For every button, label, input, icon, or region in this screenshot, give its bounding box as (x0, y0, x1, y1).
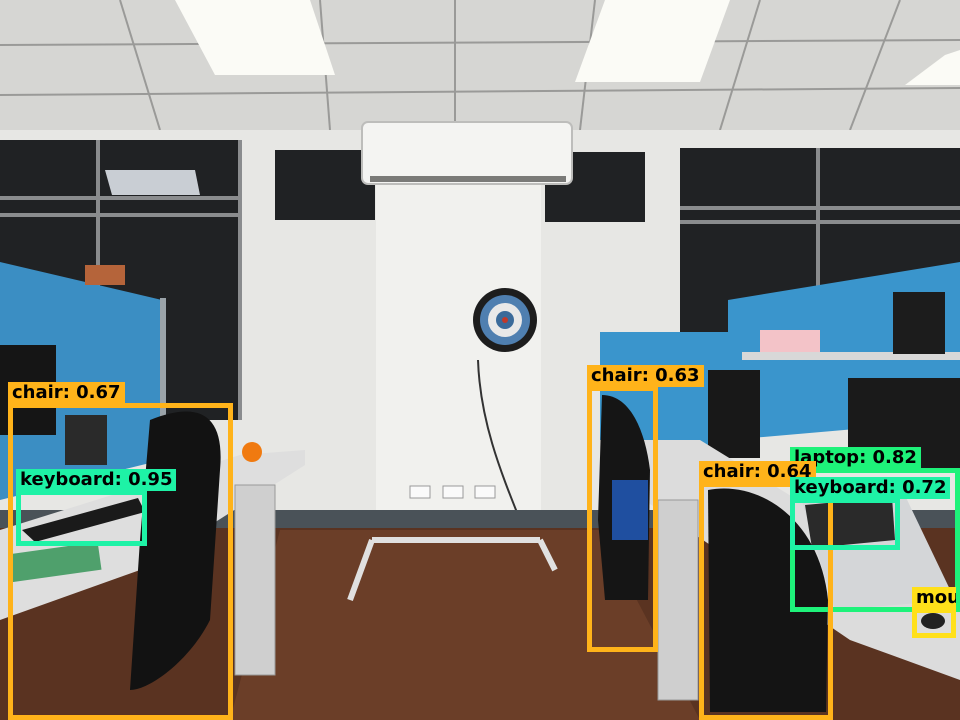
detection-box-chair: chair: 0.63 (587, 365, 704, 652)
ceiling-grid (0, 0, 960, 131)
detection-box-chair: chair: 0.64 (699, 461, 833, 720)
left-keyboard-shape (22, 498, 145, 542)
wall-sockets (409, 485, 496, 499)
pillar (376, 185, 541, 525)
detection-box-chair: chair: 0.67 (8, 382, 233, 720)
detection-score: 0.72 (902, 477, 947, 498)
right-shelf (742, 352, 960, 360)
floor-trim (347, 537, 558, 602)
ac-vent (370, 176, 566, 182)
window-reflection (105, 170, 200, 195)
air-conditioner (361, 121, 573, 185)
left-partition-edge (160, 298, 166, 468)
detection-box-keyboard: keyboard: 0.95 (16, 469, 177, 546)
detection-label: mou (912, 587, 956, 609)
detection-label: chair: 0.67 (8, 382, 125, 404)
orange (242, 442, 262, 462)
left-partition (0, 262, 162, 500)
detection-class: keyboard (794, 477, 889, 498)
detection-class: keyboard (20, 469, 115, 490)
left-binder (65, 415, 107, 465)
detection-score: 0.67 (76, 382, 121, 403)
mid-monitor (708, 370, 760, 458)
ceiling-lights (175, 0, 960, 85)
pink-box (760, 330, 820, 352)
detection-class: chair (591, 365, 642, 386)
detection-class: chair (12, 382, 63, 403)
right-keyboard-shape (805, 497, 895, 548)
detection-score: 0.95 (128, 469, 173, 490)
detection-score: 0.63 (655, 365, 700, 386)
right-drawers (657, 499, 699, 701)
detection-class: mou (916, 587, 956, 608)
box-on-partition (85, 265, 125, 285)
ceiling (0, 0, 960, 130)
middle-window-left (275, 150, 375, 220)
mouse-shape (921, 613, 945, 629)
floor-aisle (230, 530, 700, 720)
detection-label: chair: 0.64 (699, 461, 816, 483)
detection-label: keyboard: 0.95 (16, 469, 177, 491)
detection-label: chair: 0.63 (587, 365, 704, 387)
dartboard (473, 288, 537, 352)
trash-bin (893, 292, 945, 354)
detection-class: chair (703, 461, 754, 482)
detection-score: 0.82 (872, 447, 917, 468)
detection-box-keyboard: keyboard: 0.72 (790, 477, 951, 550)
left-drawers (234, 484, 276, 676)
green-folder (8, 541, 102, 583)
detection-box-mouse: mou (912, 587, 956, 638)
mid-chair-cushion (612, 480, 648, 540)
front-chair-shape (708, 488, 828, 712)
detection-score: 0.64 (767, 461, 812, 482)
detection-label: keyboard: 0.72 (790, 477, 951, 499)
